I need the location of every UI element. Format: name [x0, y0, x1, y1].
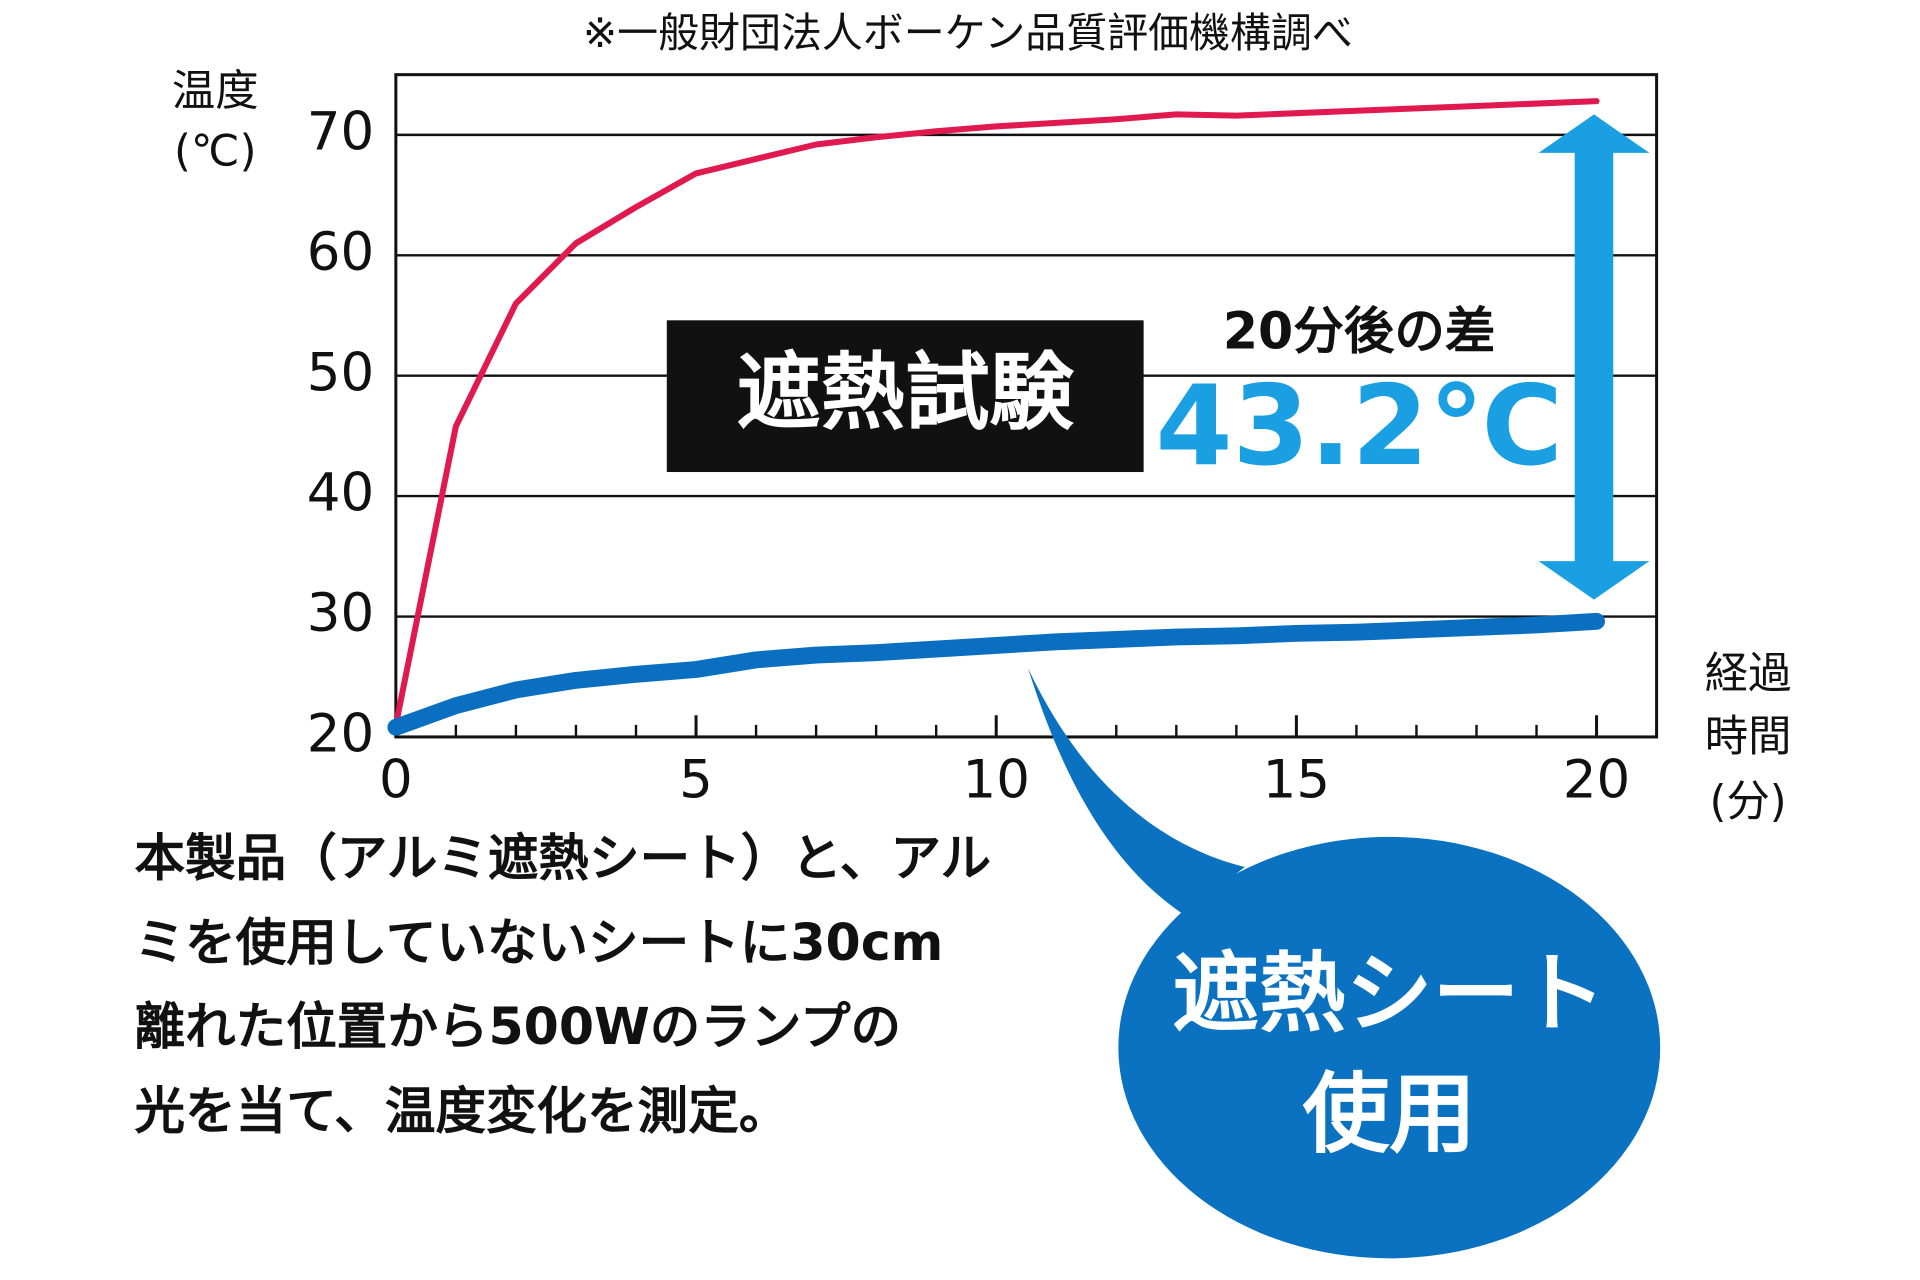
- y-tick-label: 60: [307, 222, 374, 283]
- difference-value: 43.2℃: [1155, 362, 1562, 491]
- callout-bubble: [1118, 836, 1661, 1259]
- x-tick-label: 20: [1563, 749, 1630, 810]
- y-axis-label: 温度: [172, 66, 259, 116]
- description-line: 本製品（アルミ遮熱シート）と、アル: [135, 829, 992, 888]
- description-line: 離れた位置から500Wのランプの: [135, 997, 902, 1056]
- series-line: [387, 612, 1605, 736]
- y-tick-label: 40: [307, 463, 374, 524]
- x-axis-label: 時間: [1705, 712, 1792, 762]
- x-tick-label: 10: [963, 749, 1030, 810]
- arrow-shape: [1538, 114, 1650, 600]
- difference-label: 20分後の差: [1223, 301, 1496, 360]
- y-tick-label: 70: [307, 102, 374, 163]
- callout-tail: [1028, 668, 1245, 916]
- y-tick-label: 20: [307, 704, 374, 765]
- callout-text: 遮熱シート: [1173, 944, 1606, 1044]
- x-tick-label: 5: [679, 749, 713, 810]
- test-label: 遮熱試験: [737, 344, 1075, 442]
- difference-arrow: [1538, 114, 1650, 600]
- y-tick-label: 30: [307, 583, 374, 644]
- plot-area: 20 30 40 50 60 70 0 5 10 15 20: [307, 73, 1659, 810]
- description-line: ミを使用していないシートに30cm: [135, 913, 944, 972]
- x-tick-label: 15: [1263, 749, 1330, 810]
- y-axis-label: (℃): [174, 127, 256, 177]
- note: ※一般財団法人ボーケン品質評価機構調べ: [583, 9, 1353, 57]
- y-tick-label: 50: [307, 342, 374, 403]
- callout-text: 使用: [1303, 1065, 1476, 1165]
- description-line: 光を当て、温度変化を測定。: [135, 1082, 790, 1141]
- test-label-box: [666, 320, 1144, 473]
- series-line: [392, 98, 1600, 728]
- x-axis-label: (分): [1710, 777, 1787, 827]
- x-tick-label: 0: [379, 749, 413, 810]
- x-axis-label: 経過: [1705, 649, 1792, 699]
